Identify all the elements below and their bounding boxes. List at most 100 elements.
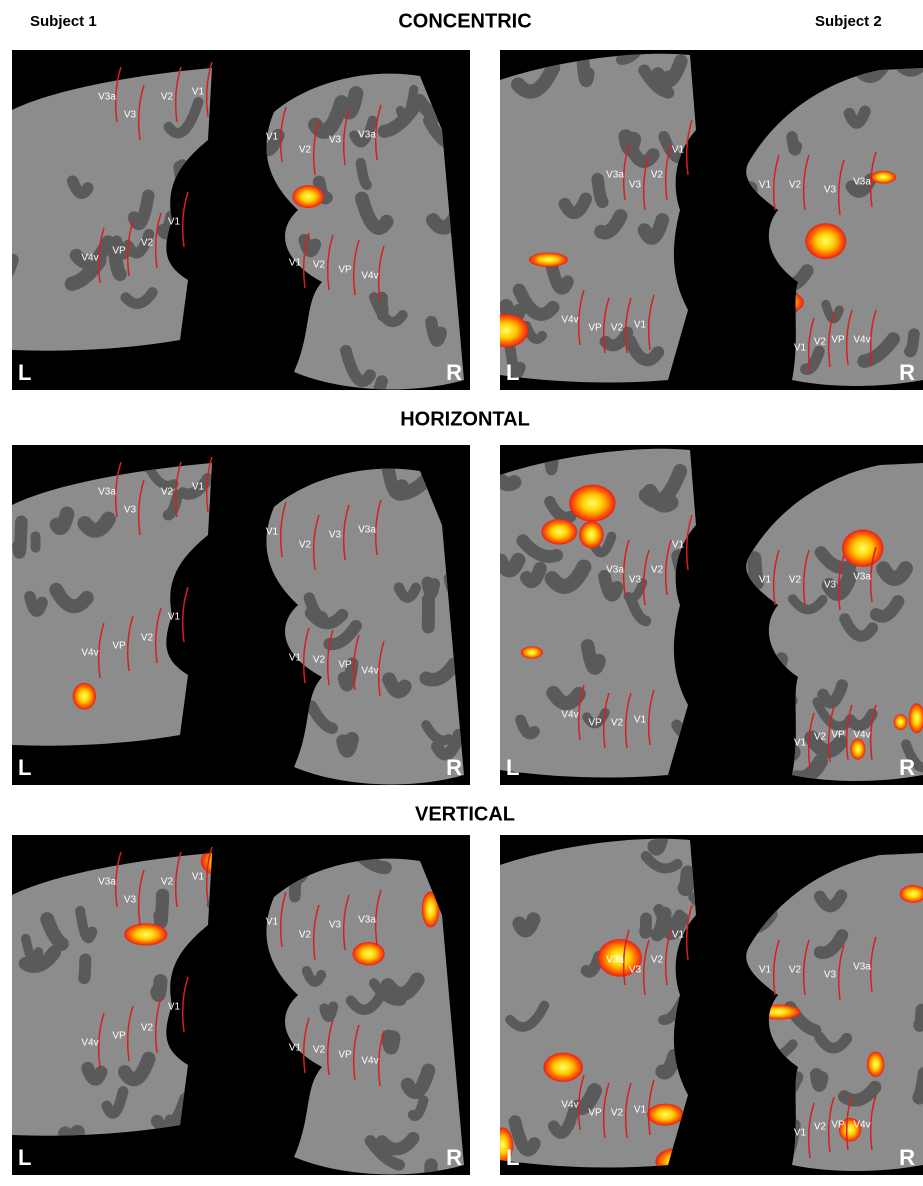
area-label: V1 — [672, 540, 685, 551]
area-label: V2 — [161, 877, 174, 888]
area-label: V3 — [329, 530, 342, 541]
row-title: CONCENTRIC — [398, 10, 531, 32]
area-label: V1 — [672, 930, 685, 941]
sulcus — [659, 76, 668, 87]
sulcus — [389, 679, 405, 691]
area-label: V2 — [161, 487, 174, 498]
sulcus — [0, 260, 13, 280]
area-label: VP — [588, 323, 602, 334]
area-label: V1 — [289, 1043, 302, 1054]
area-label: V1 — [634, 1105, 647, 1116]
area-label: V3 — [124, 110, 137, 121]
sulcus — [519, 919, 533, 930]
area-label: VP — [112, 641, 126, 652]
area-label: V3a — [98, 877, 116, 888]
area-label: V3 — [329, 920, 342, 931]
activation — [579, 521, 603, 548]
area-label: V4v — [853, 730, 870, 741]
sulcus — [919, 1010, 921, 1026]
sulcus — [919, 1074, 923, 1098]
area-label: V4v — [81, 1038, 98, 1049]
sulcus — [160, 895, 163, 922]
activation — [352, 942, 384, 966]
area-label: V1 — [266, 527, 279, 538]
area-label: V4v — [361, 666, 378, 677]
area-label: V4v — [361, 271, 378, 282]
area-label: V1 — [192, 872, 205, 883]
area-label: V1 — [289, 653, 302, 664]
area-label: V3 — [124, 895, 137, 906]
area-label: V3a — [853, 177, 871, 188]
area-label: V2 — [611, 1108, 624, 1119]
area-label: V1 — [266, 917, 279, 928]
area-label: V3a — [98, 92, 116, 103]
sulcus — [816, 1075, 821, 1086]
area-label: V1 — [192, 482, 205, 493]
sulcus — [30, 597, 42, 612]
area-label: V3 — [629, 180, 642, 191]
sulcus — [84, 959, 85, 978]
area-label: V2 — [141, 238, 154, 249]
activation — [647, 1104, 684, 1126]
area-label: V3 — [629, 965, 642, 976]
area-label: V3 — [824, 970, 837, 981]
area-label: V1 — [672, 145, 685, 156]
area-label: V2 — [313, 655, 326, 666]
sulcus — [671, 30, 697, 51]
area-label: V3a — [853, 962, 871, 973]
sulcus — [598, 179, 603, 202]
area-label: VP — [588, 718, 602, 729]
area-label: V4v — [81, 648, 98, 659]
area-label: V1 — [759, 965, 772, 976]
row-title: HORIZONTAL — [400, 408, 530, 430]
area-label: VP — [338, 265, 352, 276]
activation — [842, 530, 883, 567]
area-label: V1 — [759, 575, 772, 586]
area-label: V2 — [299, 540, 312, 551]
area-label: V3a — [358, 915, 376, 926]
area-label: V3a — [358, 525, 376, 536]
area-label: V2 — [313, 260, 326, 271]
sulcus — [501, 560, 519, 570]
area-label: V3a — [606, 565, 624, 576]
corner-label: L — [506, 1145, 519, 1170]
area-label: V2 — [313, 1045, 326, 1056]
area-label: V1 — [794, 1128, 807, 1139]
area-label: V2 — [651, 565, 664, 576]
activation — [867, 1052, 884, 1077]
area-label: V1 — [168, 1002, 181, 1013]
area-label: V2 — [141, 1023, 154, 1034]
area-label: V3a — [853, 572, 871, 583]
area-label: VP — [588, 1108, 602, 1119]
area-label: V3 — [329, 135, 342, 146]
area-label: V4v — [561, 1100, 578, 1111]
area-label: V1 — [634, 320, 647, 331]
sulcus — [382, 298, 383, 316]
activation — [529, 252, 568, 266]
area-label: V2 — [789, 965, 802, 976]
area-label: V4v — [561, 315, 578, 326]
area-label: VP — [112, 246, 126, 257]
area-label: V2 — [789, 575, 802, 586]
corner-label: L — [18, 360, 31, 385]
area-label: V2 — [299, 145, 312, 156]
area-label: V4v — [561, 710, 578, 721]
row-title: VERTICAL — [415, 803, 515, 825]
sulcus — [685, 873, 688, 889]
activation — [521, 646, 543, 658]
area-label: V4v — [361, 1056, 378, 1067]
area-label: V4v — [81, 253, 98, 264]
corner-label: R — [446, 1145, 462, 1170]
sulcus — [361, 163, 367, 185]
sulcus — [754, 558, 757, 583]
corner-label: R — [899, 755, 915, 780]
sulcus — [626, 137, 634, 149]
activation — [871, 171, 896, 184]
activation — [805, 223, 846, 259]
sulcus — [88, 1068, 101, 1079]
area-label: VP — [112, 1031, 126, 1042]
sulcus — [428, 582, 435, 593]
subject-label: Subject 1 — [30, 13, 97, 30]
